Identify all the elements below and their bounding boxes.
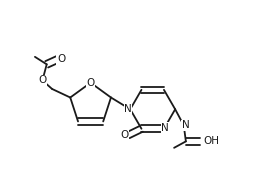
Text: OH: OH [204, 136, 220, 146]
Text: N: N [161, 123, 169, 133]
Text: O: O [87, 78, 95, 88]
Text: O: O [121, 130, 129, 140]
Text: N: N [124, 104, 132, 114]
Text: O: O [57, 54, 65, 64]
Text: N: N [182, 120, 189, 130]
Text: O: O [38, 75, 46, 85]
